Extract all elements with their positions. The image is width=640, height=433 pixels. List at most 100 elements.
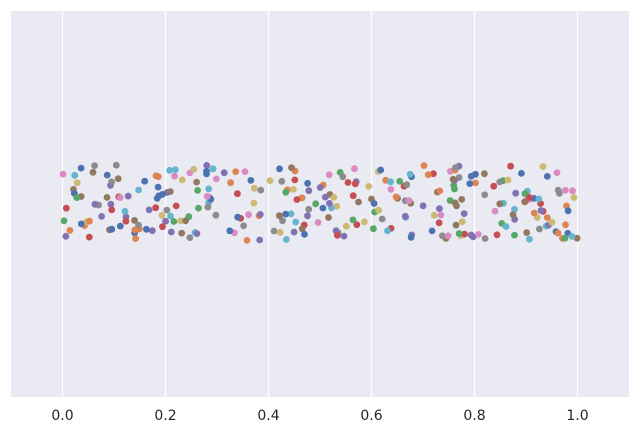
- data-point: [481, 191, 489, 199]
- data-point: [190, 165, 198, 173]
- x-tick-labels: 0.0 0.2 0.4 0.6 0.8 1.0: [51, 408, 588, 424]
- data-point: [247, 177, 255, 184]
- data-point: [436, 187, 444, 195]
- data-point: [234, 190, 241, 198]
- data-point: [205, 185, 213, 193]
- data-point: [193, 230, 201, 238]
- data-point: [351, 165, 358, 173]
- data-point: [283, 236, 290, 243]
- data-point: [444, 232, 452, 240]
- data-point: [232, 168, 240, 176]
- x-tick-label: 0.8: [463, 408, 485, 424]
- data-point: [430, 170, 437, 178]
- data-point: [85, 233, 93, 241]
- data-point: [71, 171, 79, 179]
- plot-area: [11, 11, 629, 397]
- data-point: [365, 183, 373, 190]
- data-point: [569, 187, 576, 195]
- data-point: [568, 233, 576, 240]
- data-point: [209, 165, 217, 173]
- data-point: [496, 200, 504, 208]
- data-point: [203, 162, 211, 169]
- data-point: [178, 176, 186, 184]
- data-point: [353, 221, 361, 229]
- data-point: [60, 217, 68, 225]
- data-point: [403, 181, 411, 189]
- data-point: [543, 214, 551, 222]
- data-point: [135, 186, 143, 194]
- data-point: [491, 207, 499, 215]
- data-point: [325, 214, 332, 221]
- data-point: [466, 180, 474, 188]
- data-point: [204, 203, 212, 211]
- data-point: [256, 236, 264, 244]
- data-point: [461, 230, 468, 238]
- data-point: [437, 211, 445, 219]
- data-point: [203, 170, 210, 178]
- data-point: [525, 194, 533, 201]
- data-point: [227, 179, 235, 187]
- data-point: [103, 194, 111, 201]
- data-point: [330, 194, 338, 201]
- data-point: [314, 219, 322, 226]
- data-point: [116, 222, 124, 230]
- data-point: [378, 215, 386, 223]
- data-point: [554, 229, 562, 237]
- data-point: [543, 173, 551, 180]
- data-point: [312, 200, 320, 208]
- data-point: [291, 176, 299, 184]
- data-point: [401, 212, 409, 220]
- data-point: [154, 183, 162, 191]
- data-point: [526, 235, 533, 243]
- data-point: [141, 177, 149, 185]
- data-point: [91, 162, 98, 170]
- data-point: [167, 212, 174, 220]
- data-point: [131, 217, 138, 224]
- data-point: [370, 225, 377, 233]
- data-point: [182, 217, 190, 225]
- data-point: [178, 229, 186, 237]
- data-point: [66, 227, 74, 234]
- data-point: [282, 188, 290, 196]
- data-point: [250, 184, 258, 192]
- data-point: [171, 172, 178, 180]
- data-point: [245, 211, 253, 219]
- data-point: [257, 186, 265, 194]
- data-point: [158, 212, 166, 219]
- data-point: [301, 230, 308, 238]
- data-point: [377, 166, 385, 174]
- data-point: [509, 211, 517, 219]
- data-point: [467, 172, 475, 180]
- data-point: [276, 165, 283, 173]
- data-point: [316, 184, 324, 191]
- data-point: [451, 199, 459, 207]
- data-point: [507, 162, 514, 170]
- data-point: [177, 217, 185, 225]
- data-point: [573, 234, 581, 242]
- data-point: [159, 223, 166, 231]
- data-point: [121, 207, 129, 215]
- data-point: [452, 164, 459, 171]
- data-point: [250, 199, 258, 207]
- data-point: [193, 178, 201, 186]
- data-point: [406, 170, 414, 178]
- data-point: [387, 178, 394, 186]
- data-point: [472, 179, 479, 187]
- data-point: [387, 185, 395, 193]
- data-point: [131, 226, 139, 234]
- data-point: [325, 171, 333, 179]
- data-point: [212, 211, 220, 219]
- data-point: [91, 200, 99, 208]
- data-point: [452, 221, 460, 229]
- data-point: [340, 232, 348, 240]
- data-point: [162, 217, 170, 225]
- x-tick-label: 1.0: [566, 408, 588, 424]
- data-point: [59, 170, 67, 178]
- data-point: [98, 213, 105, 220]
- data-point: [73, 179, 81, 187]
- x-tick-label: 0.6: [360, 408, 382, 424]
- data-point: [570, 194, 578, 201]
- data-point: [241, 168, 249, 176]
- data-point: [493, 231, 501, 239]
- data-point: [132, 235, 140, 243]
